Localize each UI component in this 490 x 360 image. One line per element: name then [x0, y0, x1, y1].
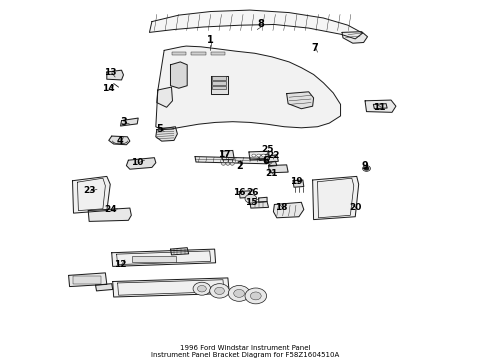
Bar	[191, 52, 206, 55]
Polygon shape	[96, 284, 113, 291]
Polygon shape	[342, 32, 368, 43]
Polygon shape	[156, 127, 177, 141]
Circle shape	[252, 154, 256, 157]
Bar	[172, 52, 186, 55]
Circle shape	[245, 288, 267, 304]
Polygon shape	[112, 249, 216, 266]
Text: 12: 12	[114, 260, 126, 269]
Polygon shape	[156, 46, 341, 130]
Polygon shape	[157, 87, 172, 107]
Text: 5: 5	[156, 123, 163, 134]
Polygon shape	[113, 278, 229, 297]
Text: 16: 16	[233, 188, 245, 197]
Bar	[212, 81, 226, 85]
Text: 21: 21	[266, 169, 278, 178]
Bar	[132, 256, 176, 262]
Polygon shape	[149, 10, 363, 39]
Polygon shape	[195, 157, 267, 164]
Polygon shape	[287, 92, 314, 109]
Polygon shape	[269, 165, 288, 173]
Polygon shape	[73, 176, 110, 213]
Text: 2: 2	[237, 161, 244, 171]
Circle shape	[250, 292, 261, 300]
Text: 9: 9	[362, 161, 368, 171]
Polygon shape	[239, 191, 251, 198]
Polygon shape	[259, 197, 267, 202]
Circle shape	[234, 289, 245, 297]
Text: 19: 19	[290, 177, 303, 186]
Polygon shape	[171, 62, 187, 88]
Polygon shape	[88, 208, 131, 221]
Text: 10: 10	[131, 158, 144, 167]
Text: 23: 23	[83, 186, 96, 195]
Text: 1996 Ford Windstar Instrument Panel
Instrument Panel Bracket Diagram for F58Z160: 1996 Ford Windstar Instrument Panel Inst…	[151, 345, 339, 357]
Text: 11: 11	[373, 103, 386, 112]
Circle shape	[365, 167, 368, 170]
Circle shape	[197, 285, 206, 292]
Polygon shape	[250, 202, 269, 208]
Circle shape	[215, 287, 224, 294]
Bar	[211, 52, 225, 55]
Polygon shape	[313, 176, 359, 220]
Text: 25: 25	[261, 145, 273, 154]
Text: 22: 22	[267, 151, 280, 160]
Text: 6: 6	[262, 156, 269, 166]
Polygon shape	[107, 70, 123, 80]
Text: 26: 26	[246, 188, 259, 197]
Text: 14: 14	[102, 84, 115, 93]
Circle shape	[230, 162, 234, 165]
Text: 13: 13	[104, 68, 117, 77]
Circle shape	[210, 284, 229, 298]
Polygon shape	[171, 248, 189, 255]
Polygon shape	[259, 154, 270, 161]
Polygon shape	[269, 161, 277, 166]
Text: 24: 24	[104, 205, 117, 214]
Polygon shape	[265, 155, 278, 163]
Text: 4: 4	[117, 136, 123, 146]
Bar	[73, 276, 101, 284]
Text: 17: 17	[218, 150, 231, 159]
Polygon shape	[273, 202, 304, 218]
Circle shape	[193, 282, 211, 295]
Polygon shape	[373, 104, 387, 109]
Circle shape	[257, 154, 261, 157]
Circle shape	[228, 285, 250, 301]
Polygon shape	[109, 136, 130, 145]
Text: 20: 20	[349, 202, 362, 212]
Text: 18: 18	[275, 202, 288, 212]
Bar	[212, 76, 226, 80]
Circle shape	[363, 166, 370, 171]
Text: 3: 3	[120, 117, 127, 127]
Text: 7: 7	[311, 43, 318, 53]
Circle shape	[245, 194, 257, 203]
Polygon shape	[221, 150, 234, 160]
Text: 8: 8	[257, 19, 264, 30]
Bar	[212, 86, 226, 89]
Polygon shape	[211, 76, 228, 94]
Polygon shape	[69, 273, 107, 287]
Circle shape	[226, 162, 230, 165]
Circle shape	[262, 154, 266, 157]
Circle shape	[221, 162, 225, 165]
Text: 1: 1	[207, 35, 214, 45]
Polygon shape	[121, 118, 138, 126]
Polygon shape	[293, 180, 304, 187]
Polygon shape	[365, 100, 396, 112]
Polygon shape	[126, 158, 156, 169]
Polygon shape	[249, 151, 270, 160]
Text: 15: 15	[245, 198, 257, 207]
